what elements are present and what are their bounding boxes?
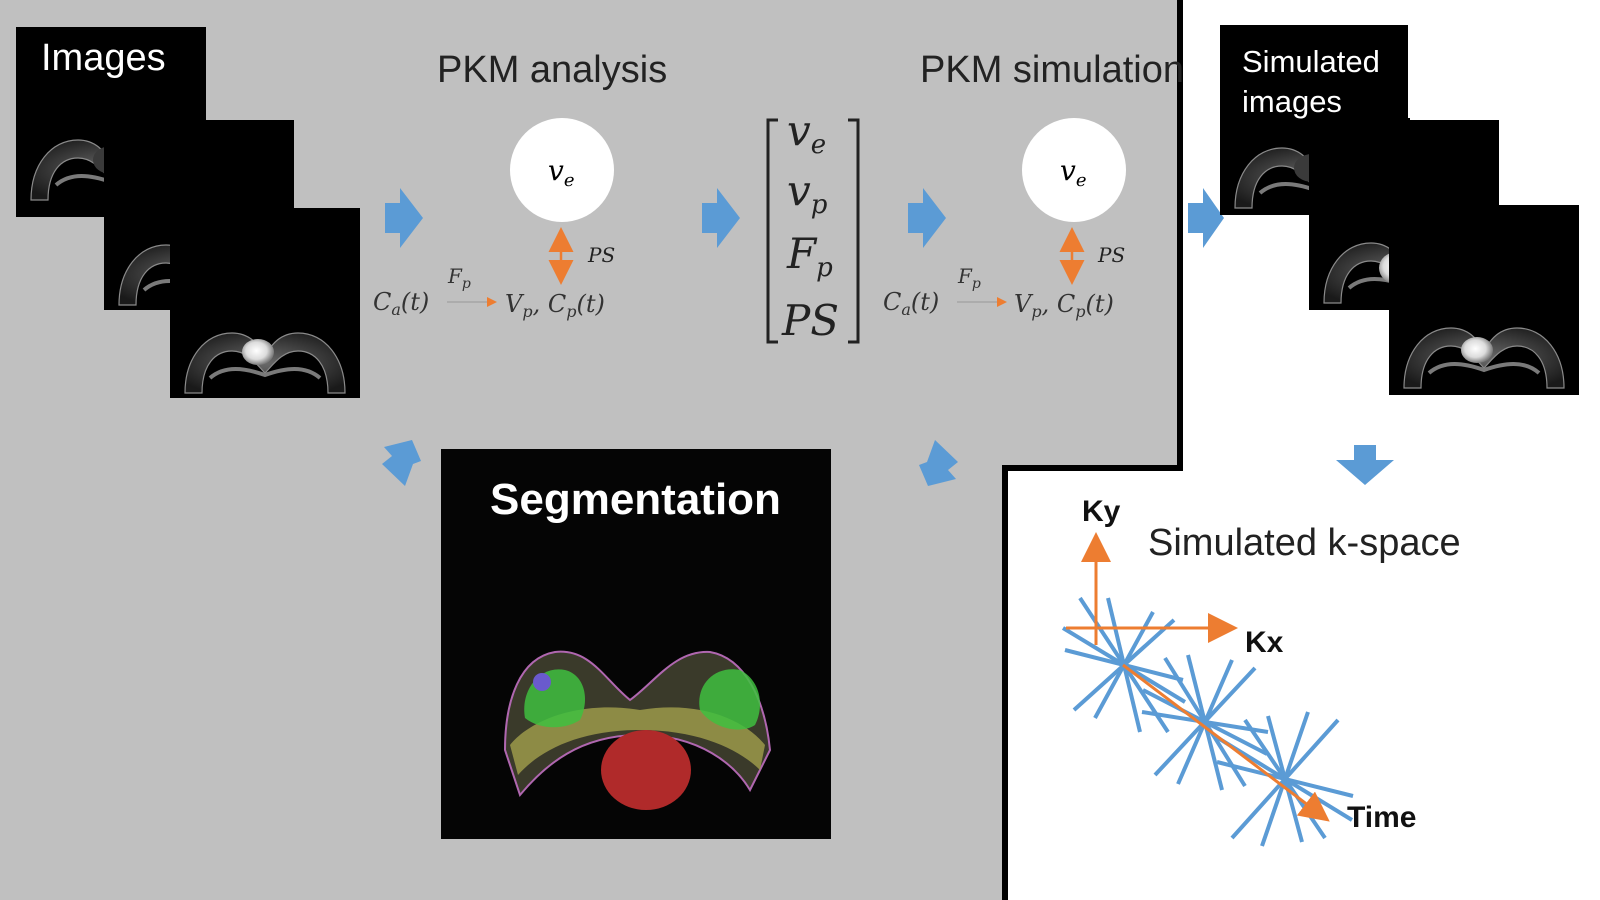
extravascular-compartment-circle xyxy=(510,118,614,222)
vector-fp: Fp xyxy=(786,229,833,283)
vp-cp-label: Vp, Cp(t) xyxy=(1014,290,1114,321)
down-arrow-icon xyxy=(1336,445,1394,485)
fp-label: Fp xyxy=(447,264,471,292)
diagonal-arrow-icon xyxy=(382,440,421,486)
images-title: Images xyxy=(41,37,166,79)
flow-arrows xyxy=(382,188,1394,486)
simulated-images-title-line1: Simulated xyxy=(1242,44,1380,79)
right-arrow-icon xyxy=(385,188,423,248)
lesion-segment xyxy=(533,673,551,691)
segmentation-title: Segmentation xyxy=(490,475,781,524)
radial-spokes-time-2 xyxy=(1141,654,1269,791)
segmentation-panel: Segmentation xyxy=(441,449,831,839)
pkm-analysis-model: ve PS Ca(t) Fp Vp, Cp(t) xyxy=(373,118,615,321)
extravascular-compartment-circle xyxy=(1022,118,1126,222)
input-image-3 xyxy=(168,208,362,400)
circle-ve-label: ve xyxy=(548,154,574,191)
region-divider xyxy=(1002,0,1183,900)
kx-label: Kx xyxy=(1245,626,1284,659)
ca-label: Ca(t) xyxy=(883,288,939,319)
circle-ve-label: ve xyxy=(1060,154,1086,191)
vector-ve: ve xyxy=(787,106,826,160)
ps-label: PS xyxy=(1097,243,1125,267)
right-bracket xyxy=(848,118,860,344)
input-image-stack: Images xyxy=(14,27,362,400)
right-arrow-icon xyxy=(1188,188,1224,248)
right-fibroglandular-segment xyxy=(699,669,760,730)
heart-segment xyxy=(601,730,691,810)
fp-label: Fp xyxy=(957,264,981,292)
simulated-kspace-heading: Simulated k-space xyxy=(1148,522,1461,564)
left-bracket xyxy=(766,118,778,344)
diagonal-arrow-icon xyxy=(919,440,958,486)
vector-vp: vp xyxy=(787,166,828,220)
vector-ps: PS xyxy=(781,296,839,345)
ca-label: Ca(t) xyxy=(373,288,429,319)
ky-label: Ky xyxy=(1082,495,1121,528)
kspace-panel: Simulated k-space Ky xyxy=(1061,495,1461,847)
simulated-image-stack: Simulated images xyxy=(1218,25,1581,395)
parameter-vector: ve vp Fp PS xyxy=(766,106,860,345)
right-arrow-icon xyxy=(702,188,740,248)
ps-label: PS xyxy=(587,243,615,267)
pkm-simulation-heading: PKM simulation xyxy=(920,49,1184,91)
right-arrow-icon xyxy=(908,188,946,248)
pkm-analysis-heading: PKM analysis xyxy=(437,49,667,91)
time-label: Time xyxy=(1347,801,1416,834)
vp-cp-label: Vp, Cp(t) xyxy=(505,290,605,321)
pkm-simulation-model: ve PS Ca(t) Fp Vp, Cp(t) xyxy=(883,118,1126,321)
chest-wall-segment xyxy=(510,707,765,775)
time-axis xyxy=(1122,663,1330,822)
simulated-image-3 xyxy=(1387,205,1581,395)
simulated-images-title-line2: images xyxy=(1242,84,1342,119)
